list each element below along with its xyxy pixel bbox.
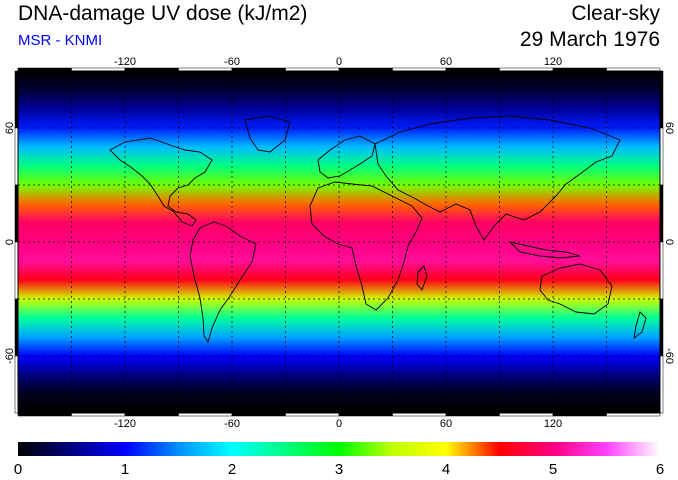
longitude-tick-label: 60 — [440, 56, 452, 68]
longitude-tick-label: 0 — [336, 418, 342, 430]
colorbar-tick-label: 1 — [121, 461, 129, 478]
latitude-tick-label: -60 — [663, 348, 675, 364]
coastline-asia — [374, 115, 621, 241]
longitude-tick-label: -120 — [114, 56, 136, 68]
coastline-madagascar — [416, 265, 428, 291]
coastline-africa — [309, 181, 423, 311]
longitude-tick-label: -60 — [224, 56, 240, 68]
latitude-tick-label: 60 — [663, 122, 675, 134]
longitude-tick-label: 0 — [336, 56, 342, 68]
colorbar — [18, 442, 660, 456]
colorbar-labels: 0 1 2 3 4 5 6 — [14, 461, 664, 478]
colorbar-tick-label: 0 — [14, 461, 22, 478]
latitude-tick-label: 0 — [663, 239, 675, 245]
longitude-tick-label: 60 — [440, 418, 452, 430]
latitude-tick-label: 0 — [4, 239, 16, 245]
coastline-indonesia — [508, 241, 581, 259]
colorbar-tick-label: 4 — [442, 461, 450, 478]
coastline-europe — [317, 135, 376, 179]
date-label: 29 March 1976 — [519, 28, 660, 51]
coastline-south-america — [189, 221, 257, 344]
graticule — [18, 71, 660, 413]
map-title: DNA-damage UV dose (kJ/m2) — [18, 2, 308, 25]
colorbar-tick-label: 5 — [549, 461, 557, 478]
colorbar-tick-label: 6 — [656, 461, 664, 478]
colorbar-tick-label: 2 — [228, 461, 236, 478]
longitude-tick-label: 120 — [544, 418, 562, 430]
coastlines — [109, 115, 647, 344]
map-border — [17, 70, 661, 414]
coastline-new-zealand — [633, 311, 647, 340]
coastline-australia — [539, 263, 613, 315]
sky-condition-label: Clear-sky — [571, 2, 660, 25]
latitude-tick-label: -60 — [4, 348, 16, 364]
source-label: MSR - KNMI — [18, 32, 103, 49]
longitude-tick-label: 120 — [544, 56, 562, 68]
coastline-greenland — [244, 115, 291, 153]
coastline-north-america — [109, 137, 213, 227]
axis-tick-labels: -120 -120 -60 -60 0 0 60 60 120 120 60 60 0 0 -60 -60 — [4, 56, 675, 430]
latitude-tick-label: 60 — [4, 122, 16, 134]
longitude-tick-label: -120 — [114, 418, 136, 430]
longitude-tick-label: -60 — [224, 418, 240, 430]
colorbar-tick-label: 3 — [335, 461, 343, 478]
